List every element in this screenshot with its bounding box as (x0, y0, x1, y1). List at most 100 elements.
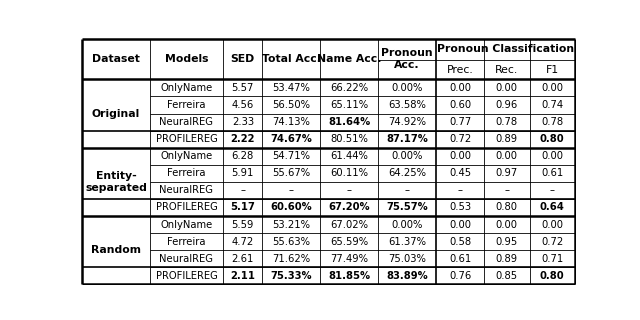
Text: –: – (458, 185, 463, 196)
Text: 55.63%: 55.63% (273, 236, 310, 247)
Text: 0.71: 0.71 (541, 254, 563, 264)
Text: 67.02%: 67.02% (330, 220, 368, 229)
Text: 0.00: 0.00 (541, 83, 563, 93)
Text: Entity-
separated: Entity- separated (85, 171, 147, 193)
Text: –: – (347, 185, 352, 196)
Text: 71.62%: 71.62% (273, 254, 310, 264)
Text: 75.33%: 75.33% (271, 271, 312, 281)
Text: 0.74: 0.74 (541, 100, 563, 110)
Text: PROFILEREG: PROFILEREG (156, 134, 218, 144)
Text: 0.00: 0.00 (449, 151, 471, 161)
Text: 5.59: 5.59 (232, 220, 254, 229)
Text: 0.85: 0.85 (496, 271, 518, 281)
Text: 75.57%: 75.57% (387, 203, 428, 212)
Text: F1: F1 (546, 65, 559, 75)
Text: OnlyName: OnlyName (161, 151, 212, 161)
Text: 56.50%: 56.50% (273, 100, 310, 110)
Text: 81.85%: 81.85% (328, 271, 371, 281)
Text: 0.00%: 0.00% (392, 220, 423, 229)
Text: 0.00%: 0.00% (392, 151, 423, 161)
Text: Ferreira: Ferreira (167, 168, 205, 178)
Text: 5.17: 5.17 (230, 203, 255, 212)
Text: 60.11%: 60.11% (330, 168, 368, 178)
Text: 61.37%: 61.37% (388, 236, 426, 247)
Text: 87.17%: 87.17% (387, 134, 428, 144)
Text: Pronoun
Acc.: Pronoun Acc. (381, 48, 433, 70)
Text: –: – (504, 185, 509, 196)
Text: 2.22: 2.22 (230, 134, 255, 144)
Text: 74.13%: 74.13% (273, 117, 310, 127)
Text: –: – (289, 185, 294, 196)
Text: Rec.: Rec. (495, 65, 518, 75)
Text: 0.80: 0.80 (540, 271, 564, 281)
Text: 74.67%: 74.67% (271, 134, 312, 144)
Text: Ferreira: Ferreira (167, 100, 205, 110)
Text: 0.78: 0.78 (541, 117, 563, 127)
Text: 53.47%: 53.47% (273, 83, 310, 93)
Text: Pronoun Classification: Pronoun Classification (437, 44, 574, 54)
Text: 0.80: 0.80 (540, 134, 564, 144)
Text: Dataset: Dataset (92, 54, 140, 64)
Text: Ferreira: Ferreira (167, 236, 205, 247)
Text: 0.00: 0.00 (496, 83, 518, 93)
Text: 0.53: 0.53 (449, 203, 471, 212)
Text: 53.21%: 53.21% (273, 220, 310, 229)
Text: 0.00: 0.00 (541, 220, 563, 229)
Text: 2.33: 2.33 (232, 117, 254, 127)
Text: 81.64%: 81.64% (328, 117, 371, 127)
Text: 0.89: 0.89 (496, 254, 518, 264)
Text: 66.22%: 66.22% (330, 83, 369, 93)
Text: 0.89: 0.89 (496, 134, 518, 144)
Text: –: – (240, 185, 245, 196)
Text: 75.03%: 75.03% (388, 254, 426, 264)
Text: 65.59%: 65.59% (330, 236, 369, 247)
Text: 0.72: 0.72 (541, 236, 563, 247)
Text: 61.44%: 61.44% (330, 151, 368, 161)
Text: Models: Models (164, 54, 208, 64)
Text: 0.61: 0.61 (449, 254, 471, 264)
Text: 2.11: 2.11 (230, 271, 255, 281)
Text: 0.78: 0.78 (496, 117, 518, 127)
Text: NeuralREG: NeuralREG (159, 185, 214, 196)
Text: 0.76: 0.76 (449, 271, 471, 281)
Text: 2.61: 2.61 (232, 254, 254, 264)
Text: Original: Original (92, 108, 140, 118)
Text: 80.51%: 80.51% (330, 134, 368, 144)
Text: OnlyName: OnlyName (161, 220, 212, 229)
Text: 0.97: 0.97 (496, 168, 518, 178)
Text: PROFILEREG: PROFILEREG (156, 271, 218, 281)
Text: 4.72: 4.72 (232, 236, 254, 247)
Text: PROFILEREG: PROFILEREG (156, 203, 218, 212)
Text: SED: SED (230, 54, 255, 64)
Text: 54.71%: 54.71% (273, 151, 310, 161)
Text: OnlyName: OnlyName (161, 83, 212, 93)
Text: 0.72: 0.72 (449, 134, 471, 144)
Text: NeuralREG: NeuralREG (159, 117, 214, 127)
Text: 65.11%: 65.11% (330, 100, 369, 110)
Text: 64.25%: 64.25% (388, 168, 426, 178)
Text: 0.58: 0.58 (449, 236, 471, 247)
Text: 0.77: 0.77 (449, 117, 471, 127)
Text: 0.00: 0.00 (449, 220, 471, 229)
Text: 0.00: 0.00 (496, 220, 518, 229)
Text: 63.58%: 63.58% (388, 100, 426, 110)
Text: 55.67%: 55.67% (273, 168, 310, 178)
Text: 0.64: 0.64 (540, 203, 564, 212)
Text: 6.28: 6.28 (232, 151, 254, 161)
Text: 5.91: 5.91 (232, 168, 254, 178)
Text: Name Acc.: Name Acc. (317, 54, 381, 64)
Text: 60.60%: 60.60% (271, 203, 312, 212)
Text: 77.49%: 77.49% (330, 254, 368, 264)
Text: 0.00: 0.00 (496, 151, 518, 161)
Text: 0.80: 0.80 (496, 203, 518, 212)
Text: 0.96: 0.96 (496, 100, 518, 110)
Text: 5.57: 5.57 (232, 83, 254, 93)
Text: NeuralREG: NeuralREG (159, 254, 214, 264)
Text: 83.89%: 83.89% (387, 271, 428, 281)
Text: 0.61: 0.61 (541, 168, 563, 178)
Text: 0.00%: 0.00% (392, 83, 423, 93)
Text: 4.56: 4.56 (232, 100, 254, 110)
Text: 0.00: 0.00 (449, 83, 471, 93)
Text: 0.95: 0.95 (496, 236, 518, 247)
Text: Random: Random (91, 245, 141, 255)
